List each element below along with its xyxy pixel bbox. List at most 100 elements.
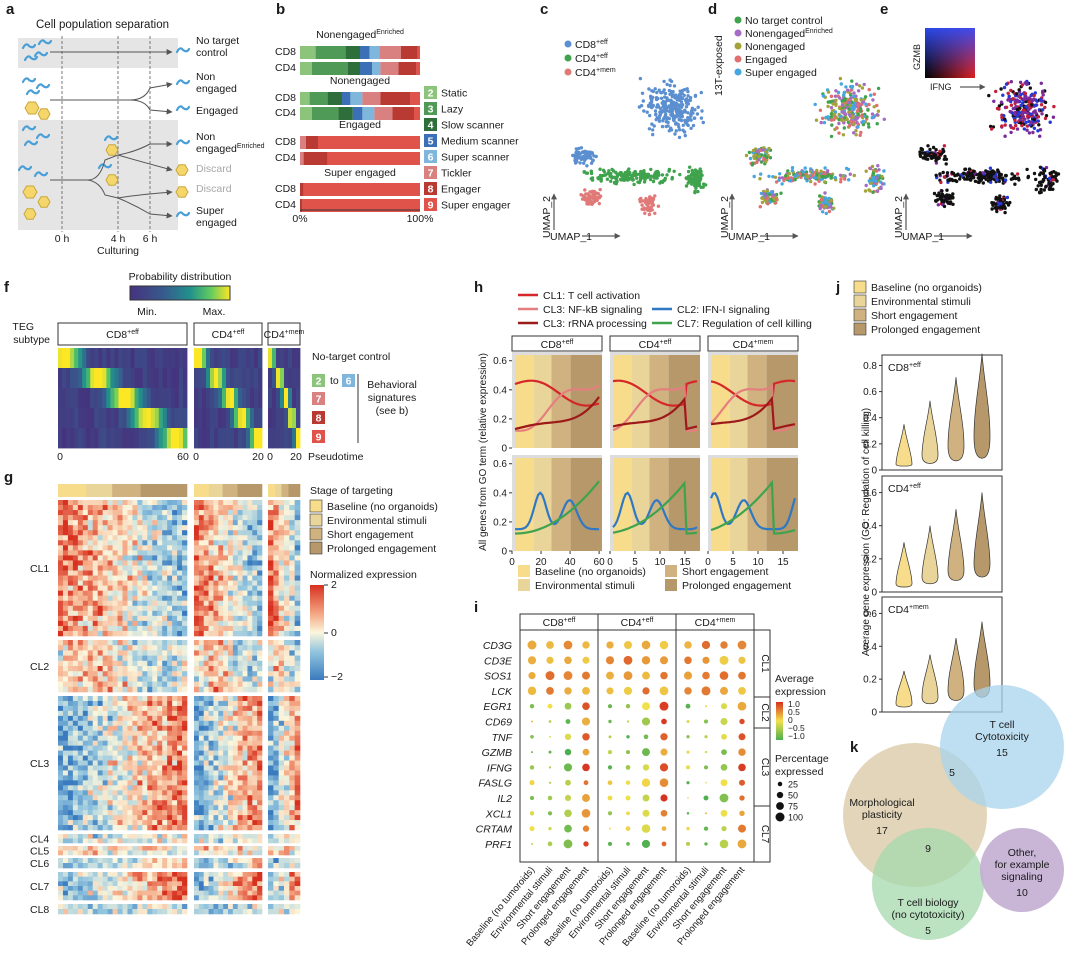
heat-cell: [223, 535, 229, 541]
heat-cell: [157, 760, 163, 766]
heat-cell: [82, 625, 89, 632]
cell-dot: [649, 100, 654, 104]
heat-cell: [82, 545, 89, 551]
heat-cell: [67, 610, 74, 617]
cell-dot: [663, 176, 667, 181]
heat-cell: [117, 686, 123, 693]
heat-cell: [117, 740, 123, 746]
heat-cell: [97, 666, 103, 672]
heat-cell: [206, 388, 211, 409]
heat-cell: [278, 545, 285, 551]
heat-cell: [147, 500, 153, 506]
heat-cell: [232, 605, 239, 612]
heat-cell: [237, 555, 243, 561]
cell-dot: [701, 185, 705, 189]
cell-dot: [767, 146, 771, 151]
cell-dot: [764, 150, 768, 154]
heat-cell: [62, 595, 69, 602]
heat-cell: [112, 765, 118, 771]
row-title: subtype: [13, 334, 50, 346]
heat-cell: [92, 735, 98, 741]
cell-dot: [852, 122, 856, 126]
heat-cell: [117, 820, 123, 826]
cell-dot: [1002, 85, 1007, 90]
heat-cell: [117, 545, 123, 551]
cell-dot: [1034, 177, 1038, 182]
cell-dot: [696, 189, 700, 194]
heat-cell: [142, 686, 148, 693]
heat-cell: [157, 600, 163, 607]
cell-dot: [981, 181, 985, 185]
bar-segment: [417, 46, 420, 59]
cell-dot: [840, 118, 844, 123]
heat-cell: [87, 815, 94, 821]
heat-cell: [150, 408, 156, 429]
heat-cell: [218, 655, 224, 662]
heat-cell: [87, 510, 94, 516]
heat-cell: [67, 600, 74, 607]
heat-cell: [294, 655, 301, 662]
cell-dot: [830, 99, 835, 103]
heat-cell: [102, 428, 107, 449]
heat-cell: [117, 650, 123, 656]
heat-cell: [117, 640, 123, 646]
heat-cell: [172, 570, 178, 576]
heat-cell: [142, 510, 148, 516]
heat-cell: [107, 640, 113, 646]
heat-cell: [213, 655, 219, 662]
heat-cell: [67, 666, 74, 672]
cell-dot: [997, 107, 1001, 111]
heat-cell: [137, 710, 143, 717]
heat-cell: [278, 510, 285, 516]
heat-cell: [137, 795, 143, 801]
heat-cell: [213, 600, 219, 607]
arrow: [50, 141, 173, 181]
heat-cell: [127, 575, 133, 581]
heat-cell: [97, 510, 103, 516]
heat-cell: [87, 710, 94, 717]
heat-cell: [172, 750, 178, 756]
heat-cell: [77, 720, 84, 727]
heat-cell: [142, 615, 148, 622]
heat-cell: [273, 580, 279, 586]
cell-dot: [1025, 114, 1030, 118]
heat-cell: [223, 640, 229, 646]
heat-cell: [194, 388, 199, 409]
heat-cell: [172, 755, 178, 761]
heat-cell: [237, 540, 243, 546]
heat-cell: [107, 760, 113, 766]
heat-cell: [77, 735, 84, 741]
heat-cell: [92, 795, 98, 801]
heat-cell: [273, 610, 279, 617]
heat-cell: [147, 540, 153, 546]
heat-cell: [154, 348, 160, 369]
heat-cell: [203, 686, 209, 693]
heat-cell: [182, 650, 188, 656]
heat-cell: [162, 605, 168, 612]
heat-cell: [127, 630, 133, 637]
heat-cell: [228, 510, 234, 516]
heat-cell: [142, 666, 148, 672]
heat-cell: [182, 540, 188, 546]
heat-cell: [247, 666, 253, 672]
heat-cell: [147, 655, 153, 662]
heat-cell: [237, 610, 243, 617]
heat-cell: [167, 710, 173, 717]
heat-cell: [284, 408, 289, 429]
heat-cell: [157, 820, 163, 826]
heat-cell: [67, 660, 74, 667]
cell-tcell: [97, 163, 113, 170]
heat-cell: [87, 530, 94, 536]
heat-cell: [58, 550, 64, 556]
heat-cell: [167, 676, 173, 682]
heat-cell: [152, 710, 158, 717]
heat-cell: [92, 770, 98, 776]
cell-tcell: [23, 55, 39, 62]
heat-cell: [162, 760, 168, 766]
heat-cell: [58, 615, 64, 622]
bar-segment: [374, 107, 393, 120]
heat-cell: [147, 560, 153, 566]
heat-cell: [72, 615, 79, 622]
heat-cell: [112, 545, 118, 551]
heat-cell: [177, 720, 183, 727]
